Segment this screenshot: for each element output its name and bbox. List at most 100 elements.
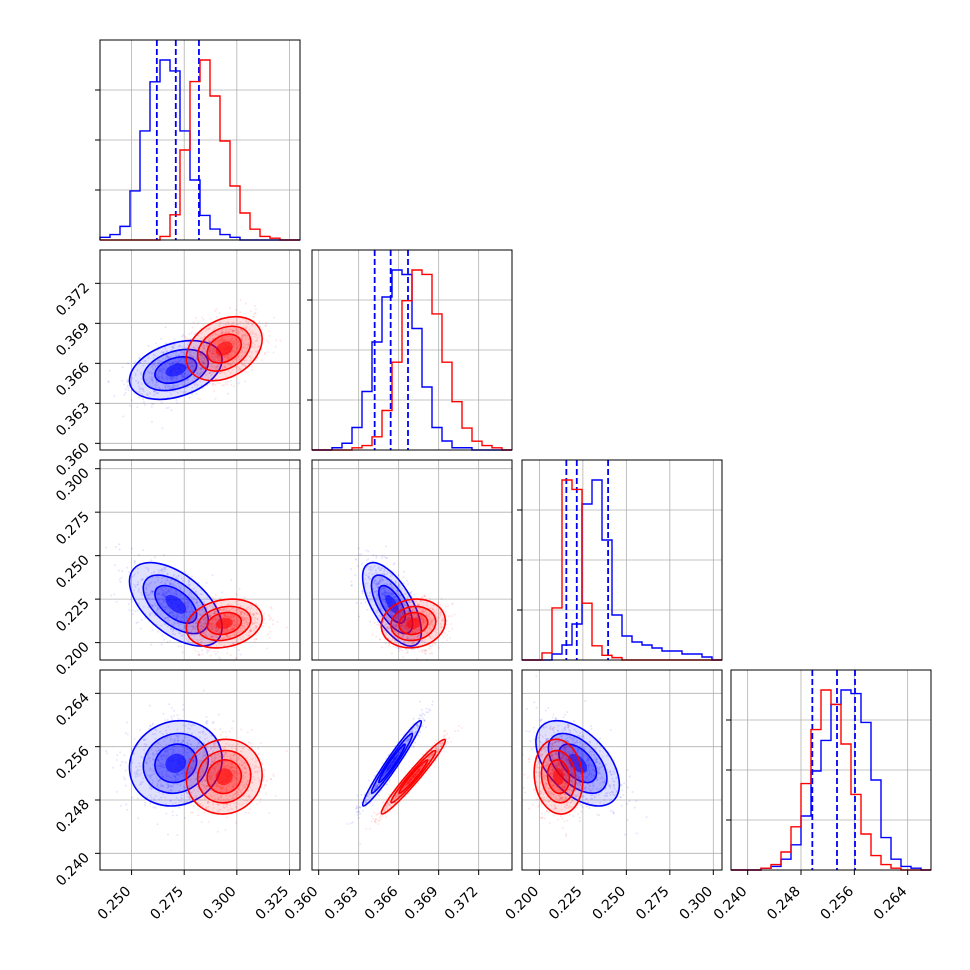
sample-point (233, 350, 236, 353)
sample-point (231, 359, 234, 362)
sample-point (222, 336, 225, 339)
sample-point (165, 812, 168, 815)
sample-point (206, 383, 209, 386)
sample-point (200, 355, 203, 358)
sample-point (236, 322, 239, 325)
sample-point (170, 377, 173, 380)
sample-point (133, 737, 136, 740)
sample-point (380, 613, 383, 616)
sample-point (225, 383, 228, 386)
sample-point (157, 606, 160, 609)
sample-point (163, 606, 166, 609)
sample-point (181, 375, 184, 378)
sample-point (244, 327, 247, 330)
sample-point (244, 380, 247, 383)
sample-point (191, 369, 194, 372)
sample-point (211, 334, 214, 337)
sample-point (176, 613, 179, 616)
sample-point (205, 327, 208, 330)
sample-point (255, 602, 258, 605)
sample-point (172, 376, 175, 379)
sample-point (154, 586, 157, 589)
sample-point (151, 378, 154, 381)
sample-point (160, 610, 163, 613)
sample-point (128, 608, 131, 611)
sample-point (157, 358, 160, 361)
sample-point (181, 373, 184, 376)
sample-point (175, 617, 178, 620)
sample-point (169, 592, 172, 595)
sample-point (114, 564, 117, 567)
sample-point (172, 592, 175, 595)
sample-point (178, 632, 181, 635)
sample-point (243, 345, 246, 348)
sample-point (242, 325, 245, 328)
sample-point (238, 343, 241, 346)
sample-point (203, 359, 206, 362)
sample-point (232, 642, 235, 645)
sample-point (170, 393, 173, 396)
sample-point (161, 427, 164, 430)
sample-point (179, 587, 182, 590)
sample-point (196, 362, 199, 365)
sample-point (169, 582, 172, 585)
sample-point (431, 644, 434, 647)
sample-point (256, 357, 259, 360)
sample-point (182, 351, 185, 354)
sample-point (210, 371, 213, 374)
sample-point (217, 340, 220, 343)
sample-point (178, 344, 181, 347)
sample-point (233, 342, 236, 345)
sample-point (138, 387, 141, 390)
sample-point (105, 750, 108, 753)
sample-point (254, 311, 257, 314)
sample-point (211, 352, 214, 355)
sample-point (183, 626, 186, 629)
sample-point (214, 626, 217, 629)
sample-point (175, 360, 178, 363)
sample-point (195, 599, 198, 602)
sample-point (203, 344, 206, 347)
sample-point (211, 352, 214, 355)
sample-point (173, 346, 176, 349)
sample-point (167, 588, 170, 591)
sample-point (235, 357, 238, 360)
sample-point (142, 398, 145, 401)
sample-point (177, 383, 180, 386)
sample-point (138, 385, 141, 388)
sample-point (276, 620, 279, 623)
sample-point (367, 550, 370, 553)
sample-point (212, 353, 215, 356)
sample-point (173, 633, 176, 636)
sample-point (148, 372, 151, 375)
sample-point (147, 382, 150, 385)
sample-point (214, 340, 217, 343)
sample-point (145, 591, 148, 594)
sample-point (133, 572, 136, 575)
sample-point (195, 601, 198, 604)
sample-point (164, 357, 167, 360)
sample-point (167, 356, 170, 359)
sample-point (161, 568, 164, 571)
sample-point (199, 353, 202, 356)
sample-point (176, 622, 179, 625)
sample-point (197, 653, 200, 656)
sample-point (157, 576, 160, 579)
sample-point (190, 634, 193, 637)
sample-point (178, 354, 181, 357)
sample-point (171, 718, 174, 721)
sample-point (202, 689, 205, 692)
sample-point (208, 350, 211, 353)
sample-point (247, 321, 250, 324)
sample-point (164, 616, 167, 619)
sample-point (120, 576, 123, 579)
sample-point (183, 335, 186, 338)
sample-point (172, 361, 175, 364)
sample-point (165, 579, 168, 582)
sample-point (251, 323, 254, 326)
sample-point (157, 597, 160, 600)
sample-point (178, 359, 181, 362)
sample-point (161, 577, 164, 580)
sample-point (208, 350, 211, 353)
sample-point (373, 621, 376, 624)
